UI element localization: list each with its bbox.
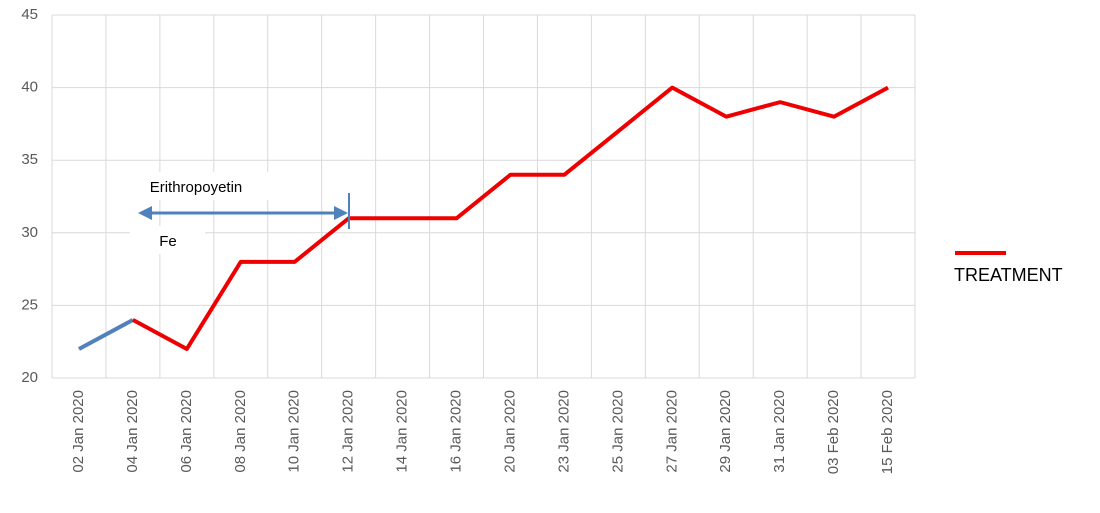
x-tick-label: 04 Jan 2020: [124, 390, 141, 473]
y-tick-label: 30: [21, 224, 38, 241]
y-tick-label: 35: [21, 151, 38, 168]
annotation: Fe: [159, 233, 177, 250]
x-tick-label: 10 Jan 2020: [286, 390, 303, 473]
x-tick-label: 08 Jan 2020: [232, 390, 249, 473]
x-tick-label: 02 Jan 2020: [70, 390, 87, 473]
x-tick-label: 20 Jan 2020: [501, 390, 518, 473]
x-tick-label: 06 Jan 2020: [178, 390, 195, 473]
annotation-backing: [108, 172, 273, 200]
y-tick-label: 20: [21, 369, 38, 386]
x-tick-label: 15 Feb 2020: [879, 390, 896, 474]
annotation: Erithropoyetin: [150, 179, 243, 196]
arrow-head: [334, 206, 348, 220]
x-tick-label: 14 Jan 2020: [394, 390, 411, 473]
x-tick-label: 03 Feb 2020: [825, 390, 842, 474]
marks: [78, 85, 889, 351]
x-tick-label: 29 Jan 2020: [717, 390, 734, 473]
x-tick-label: 23 Jan 2020: [555, 390, 572, 473]
y-tick-label: 25: [21, 296, 38, 313]
x-tick-label: 25 Jan 2020: [609, 390, 626, 473]
annotation-backing: [130, 226, 205, 254]
y-tick-label: 40: [21, 79, 38, 96]
x-tick-label: 31 Jan 2020: [771, 390, 788, 473]
series-line: [78, 318, 134, 351]
x-tick-label: 27 Jan 2020: [663, 390, 680, 473]
x-tick-label: 16 Jan 2020: [448, 390, 465, 473]
x-tick-label: 12 Jan 2020: [340, 390, 357, 473]
grid: [51, 14, 916, 379]
y-tick-label: 45: [21, 6, 38, 23]
series-line: [131, 85, 889, 351]
arrow-head: [138, 206, 152, 220]
legend-label: TREATMENT: [954, 265, 1063, 285]
